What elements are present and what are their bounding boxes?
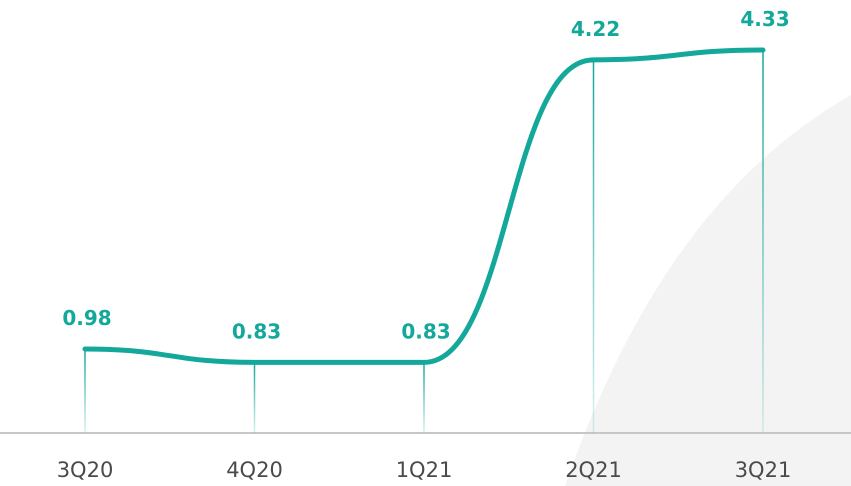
x-tick-label-3q21: 3Q21 — [735, 458, 792, 482]
x-tick-labels-group: 3Q20 4Q20 1Q21 2Q21 3Q21 — [57, 458, 792, 482]
data-label-4q20: 0.83 — [232, 319, 281, 343]
series-line — [82, 47, 766, 365]
drop-line-3q21 — [762, 50, 764, 433]
background-decoration-shape — [565, 95, 851, 486]
drop-line-4q20 — [253, 362, 256, 433]
data-label-3q20: 0.98 — [62, 306, 111, 330]
data-label-3q21: 4.33 — [740, 7, 789, 31]
x-tick-label-1q21: 1Q21 — [396, 458, 453, 482]
data-label-2q21: 4.22 — [571, 17, 620, 41]
x-tick-label-2q21: 2Q21 — [565, 458, 622, 482]
data-label-1q21: 0.83 — [401, 319, 450, 343]
x-tick-label-3q20: 3Q20 — [57, 458, 114, 482]
x-tick-label-4q20: 4Q20 — [226, 458, 283, 482]
drop-line-2q21 — [592, 59, 595, 434]
drop-line-3q20 — [84, 349, 86, 433]
drop-lines-group — [84, 50, 764, 434]
data-labels-group: 0.98 0.83 0.83 4.22 4.33 — [62, 7, 789, 343]
drop-line-1q21 — [423, 362, 425, 433]
